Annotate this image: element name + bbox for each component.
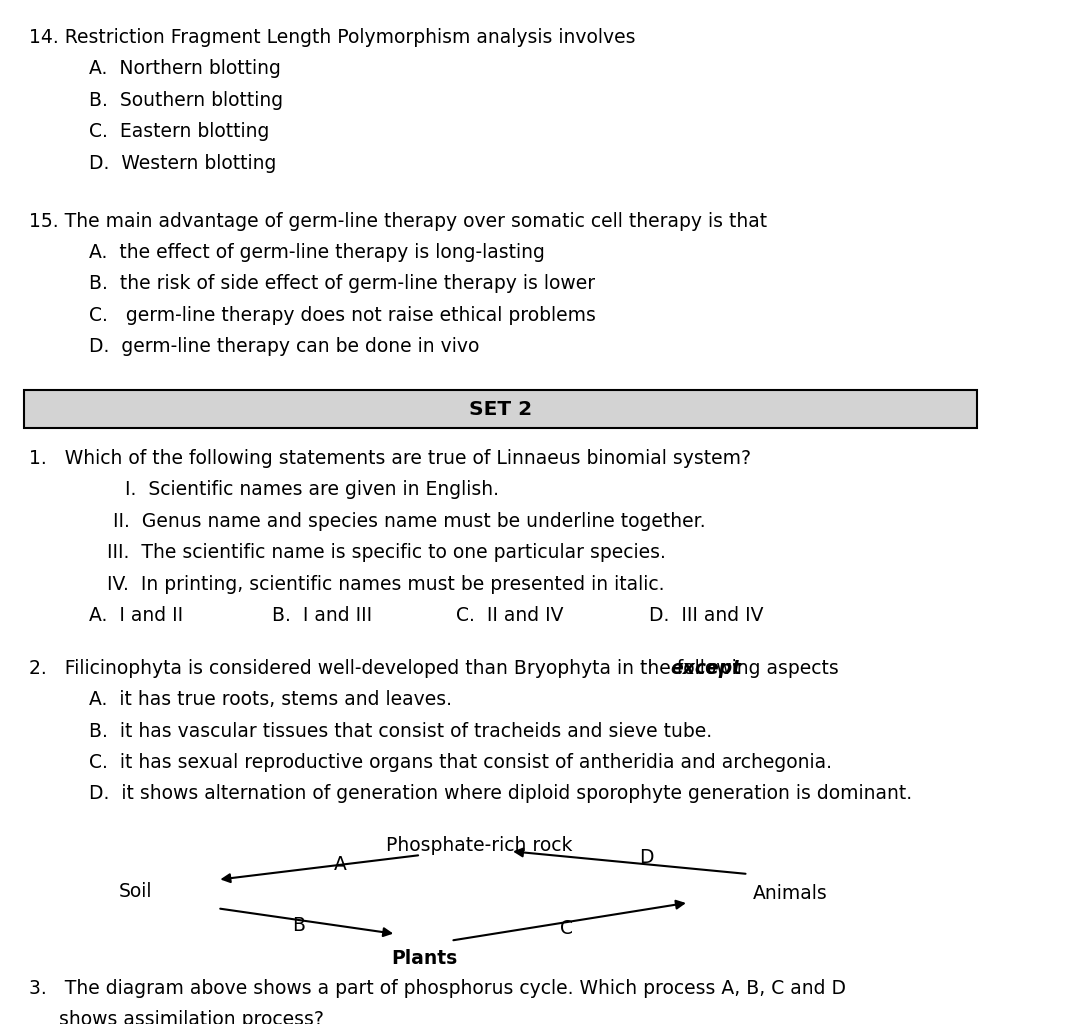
Text: 15. The main advantage of germ-line therapy over somatic cell therapy is that: 15. The main advantage of germ-line ther… xyxy=(29,212,767,230)
Text: SET 2: SET 2 xyxy=(468,399,531,419)
Text: III.  The scientific name is specific to one particular species.: III. The scientific name is specific to … xyxy=(89,543,666,562)
Text: B.  it has vascular tissues that consist of tracheids and sieve tube.: B. it has vascular tissues that consist … xyxy=(89,722,712,740)
Text: B.  the risk of side effect of germ-line therapy is lower: B. the risk of side effect of germ-line … xyxy=(89,274,594,294)
Text: 1.   Which of the following statements are true of Linnaeus binomial system?: 1. Which of the following statements are… xyxy=(29,449,751,468)
Text: shows assimilation process?: shows assimilation process? xyxy=(29,1010,324,1024)
Text: C.  it has sexual reproductive organs that consist of antheridia and archegonia.: C. it has sexual reproductive organs tha… xyxy=(89,753,831,772)
Text: D.  germ-line therapy can be done in vivo: D. germ-line therapy can be done in vivo xyxy=(89,337,479,356)
Text: except: except xyxy=(671,658,742,678)
Text: D: D xyxy=(639,848,654,867)
Text: C.  II and IV: C. II and IV xyxy=(456,606,563,625)
Text: B: B xyxy=(292,916,305,935)
Text: A.  the effect of germ-line therapy is long-lasting: A. the effect of germ-line therapy is lo… xyxy=(89,243,544,262)
Text: A.  it has true roots, stems and leaves.: A. it has true roots, stems and leaves. xyxy=(89,690,451,710)
Text: Plants: Plants xyxy=(392,949,458,969)
Text: IV.  In printing, scientific names must be presented in italic.: IV. In printing, scientific names must b… xyxy=(89,574,664,594)
Text: 14. Restriction Fragment Length Polymorphism analysis involves: 14. Restriction Fragment Length Polymorp… xyxy=(29,28,636,47)
Text: Soil: Soil xyxy=(118,882,152,901)
Text: B.  Southern blotting: B. Southern blotting xyxy=(89,91,283,110)
Text: Phosphate-rich rock: Phosphate-rich rock xyxy=(386,836,573,855)
Text: D.  Western blotting: D. Western blotting xyxy=(89,154,276,173)
Text: Animals: Animals xyxy=(753,884,828,902)
Text: A.  Northern blotting: A. Northern blotting xyxy=(89,59,281,79)
Text: A: A xyxy=(334,855,347,874)
Text: C.   germ-line therapy does not raise ethical problems: C. germ-line therapy does not raise ethi… xyxy=(89,306,595,325)
Text: 2.   Filicinophyta is considered well-developed than Bryophyta in the following : 2. Filicinophyta is considered well-deve… xyxy=(29,658,845,678)
Text: I.  Scientific names are given in English.: I. Scientific names are given in English… xyxy=(89,480,498,500)
Text: C: C xyxy=(560,919,573,938)
Text: D.  it shows alternation of generation where diploid sporophyte generation is do: D. it shows alternation of generation wh… xyxy=(89,784,911,804)
Text: B.  I and III: B. I and III xyxy=(272,606,372,625)
Text: II.  Genus name and species name must be underline together.: II. Genus name and species name must be … xyxy=(89,512,705,530)
Text: 3.   The diagram above shows a part of phosphorus cycle. Which process A, B, C a: 3. The diagram above shows a part of pho… xyxy=(29,979,846,997)
Text: D.  III and IV: D. III and IV xyxy=(649,606,764,625)
Text: C.  Eastern blotting: C. Eastern blotting xyxy=(89,122,269,141)
Text: A.  I and II: A. I and II xyxy=(89,606,182,625)
FancyBboxPatch shape xyxy=(25,390,976,428)
